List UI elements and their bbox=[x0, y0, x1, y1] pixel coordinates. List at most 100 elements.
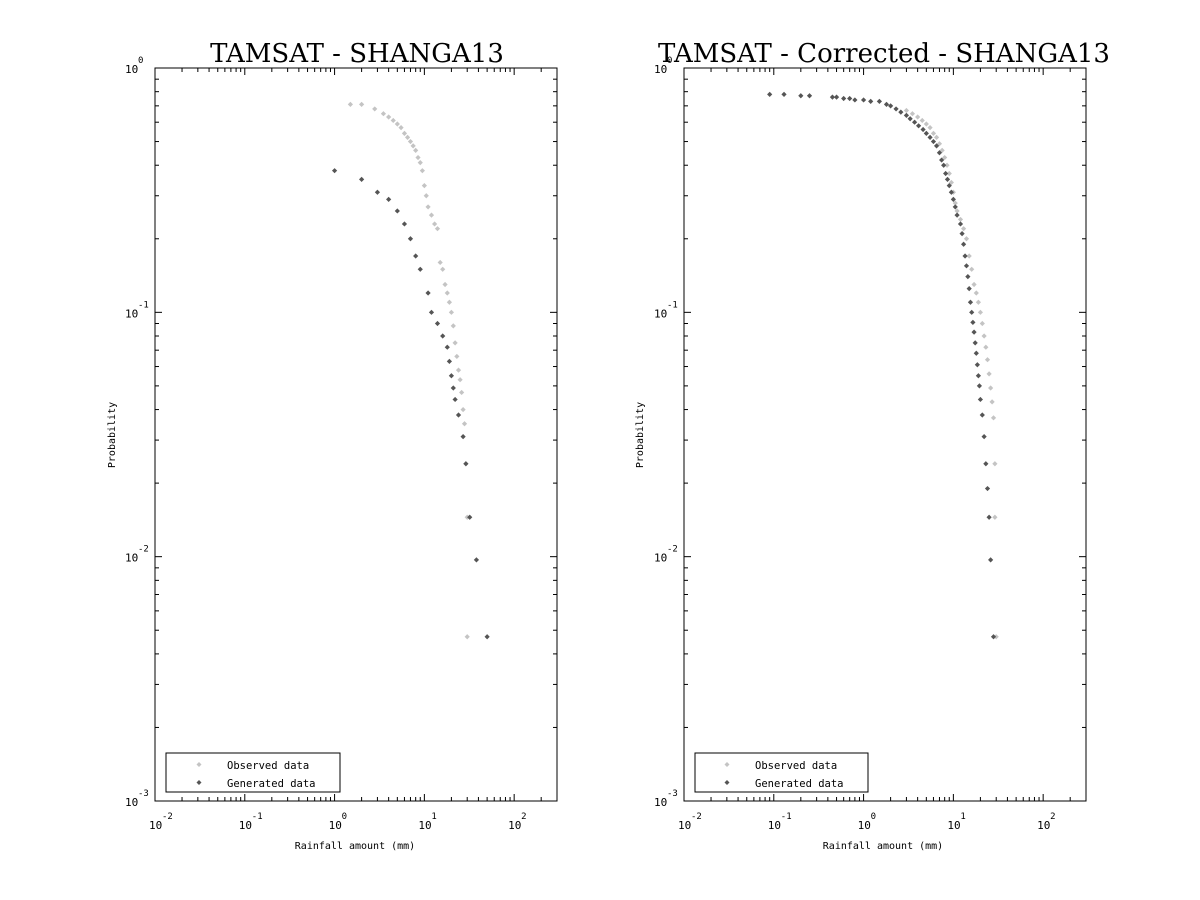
generated-point bbox=[930, 138, 937, 145]
generated-point bbox=[868, 98, 874, 104]
observed-point bbox=[423, 193, 429, 199]
x-tick-label: 10 bbox=[239, 819, 252, 832]
x-tick-label: 10 bbox=[149, 819, 162, 832]
x-tick-label: 10 bbox=[329, 819, 342, 832]
observed-point bbox=[957, 216, 964, 223]
generated-point bbox=[941, 162, 947, 168]
generated-point bbox=[484, 634, 490, 640]
generated-point bbox=[907, 116, 913, 122]
legend-marker-generated bbox=[196, 780, 202, 785]
observed-point bbox=[372, 106, 378, 112]
legend-marker-observed bbox=[196, 762, 202, 767]
observed-point bbox=[971, 281, 977, 288]
observed-point bbox=[459, 389, 465, 396]
observed-point bbox=[386, 114, 392, 120]
observed-point bbox=[966, 253, 972, 259]
y-tick-label: 10 bbox=[654, 552, 667, 565]
generated-point bbox=[473, 557, 480, 563]
generated-point bbox=[986, 514, 992, 520]
observed-point bbox=[407, 138, 414, 145]
observed-point bbox=[944, 162, 950, 168]
generated-point bbox=[957, 221, 964, 227]
generated-point bbox=[990, 634, 997, 640]
legend: Observed data Generated data bbox=[165, 752, 341, 793]
observed-point bbox=[380, 111, 387, 117]
generated-point bbox=[413, 253, 419, 259]
generated-point bbox=[455, 412, 462, 418]
generated-point bbox=[976, 383, 983, 389]
x-tick-label-exponent: -2 bbox=[691, 812, 702, 822]
legend-label-generated: Generated data bbox=[755, 778, 844, 790]
observed-point bbox=[448, 309, 454, 315]
observed-point bbox=[903, 107, 910, 114]
generated-point bbox=[407, 236, 414, 242]
y-tick-label-exponent: -3 bbox=[138, 789, 149, 799]
x-tick-label: 10 bbox=[768, 819, 781, 832]
y-tick-label-exponent: -1 bbox=[138, 300, 149, 310]
observed-point bbox=[437, 259, 443, 266]
generated-point bbox=[852, 97, 858, 103]
x-tick-label-exponent: -1 bbox=[252, 812, 263, 822]
y-tick-label-exponent: -1 bbox=[667, 300, 678, 310]
observed-point bbox=[975, 299, 981, 305]
observed-point bbox=[909, 111, 916, 117]
x-axis-label: Rainfall amount (mm) bbox=[295, 841, 415, 852]
generated-point bbox=[970, 319, 976, 325]
observed-point bbox=[442, 281, 448, 288]
generated-point bbox=[460, 434, 466, 440]
generated-point bbox=[984, 485, 991, 492]
observed-point bbox=[347, 101, 353, 107]
x-tick-label: 10 bbox=[858, 819, 871, 832]
legend-marker-generated bbox=[724, 780, 730, 785]
observed-point bbox=[923, 121, 929, 127]
y-tick-label: 10 bbox=[125, 63, 138, 76]
legend-marker-observed bbox=[724, 762, 730, 767]
generated-point bbox=[781, 91, 787, 97]
observed-point bbox=[390, 117, 396, 124]
observed-point bbox=[419, 168, 425, 174]
generated-point bbox=[841, 95, 847, 102]
observed-point bbox=[421, 183, 427, 189]
x-tick-label: 10 bbox=[678, 819, 691, 832]
observed-point bbox=[983, 344, 989, 350]
y-tick-label: 10 bbox=[125, 796, 138, 809]
observed-point bbox=[952, 200, 958, 206]
generated-point bbox=[440, 333, 446, 339]
observed-point bbox=[398, 125, 404, 131]
observed-point bbox=[410, 143, 416, 149]
y-tick-label-exponent: 0 bbox=[138, 56, 143, 66]
observed-point bbox=[425, 204, 431, 210]
observed-point bbox=[417, 160, 423, 166]
plot-area bbox=[683, 67, 1087, 802]
generated-point bbox=[847, 95, 853, 102]
generated-point bbox=[948, 189, 954, 195]
generated-point bbox=[966, 286, 972, 292]
generated-point bbox=[950, 196, 956, 202]
generated-point bbox=[959, 231, 965, 237]
observed-point bbox=[428, 212, 435, 218]
observed-point bbox=[939, 147, 945, 153]
generated-point bbox=[876, 98, 882, 104]
generated-point bbox=[972, 340, 978, 346]
observed-point bbox=[989, 399, 995, 405]
observed-point bbox=[946, 170, 952, 177]
generated-point bbox=[893, 106, 899, 112]
observed-point bbox=[963, 236, 970, 242]
legend-label-observed: Observed data bbox=[755, 760, 837, 772]
observed-point bbox=[450, 323, 456, 329]
observed-point bbox=[988, 385, 994, 391]
generated-point bbox=[767, 91, 773, 97]
generated-point bbox=[829, 94, 836, 100]
generated-point bbox=[883, 101, 890, 107]
generated-point bbox=[434, 320, 441, 327]
generated-point bbox=[386, 196, 392, 202]
generated-point bbox=[359, 176, 365, 182]
series-generated bbox=[331, 168, 490, 640]
y-tick-label-exponent: -3 bbox=[667, 789, 678, 799]
x-tick-label-exponent: 1 bbox=[431, 812, 436, 822]
observed-point bbox=[969, 266, 975, 272]
generated-point bbox=[969, 309, 975, 315]
